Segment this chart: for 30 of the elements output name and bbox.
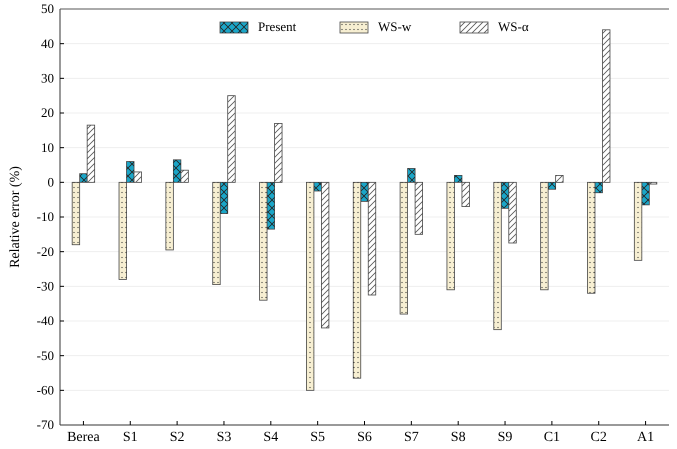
x-tick-label: S3 <box>216 430 232 445</box>
x-tick-label: S4 <box>263 430 278 445</box>
y-tick-label: 0 <box>48 174 54 190</box>
y-tick-label: -60 <box>36 382 54 398</box>
y-tick-label: 50 <box>41 1 54 16</box>
y-tick-label: -10 <box>36 209 54 224</box>
y-tick-label: -50 <box>36 348 54 363</box>
y-tick-label: -30 <box>36 278 54 294</box>
legend-label: Present <box>258 18 297 34</box>
legend-label: WS-w <box>378 18 412 34</box>
x-tick-label: C1 <box>544 430 560 445</box>
x-tick-label: S7 <box>404 430 419 445</box>
legend-label: WS-α <box>498 18 529 34</box>
x-tick-label: C2 <box>590 430 607 445</box>
y-tick-label: -70 <box>36 417 54 432</box>
x-tick-label: S8 <box>450 430 466 445</box>
x-tick-label: Berea <box>67 430 101 445</box>
y-tick-label: 30 <box>41 70 54 86</box>
x-tick-label: S2 <box>170 430 185 445</box>
x-tick-label: S5 <box>310 430 326 445</box>
x-tick-label: S9 <box>498 430 512 445</box>
y-tick-label: 20 <box>41 105 54 120</box>
x-tick-label: A1 <box>637 430 654 445</box>
x-tick-label: S1 <box>122 430 138 445</box>
x-tick-label: S6 <box>357 430 372 445</box>
y-tick-label: -20 <box>36 244 54 259</box>
y-tick-label: -40 <box>36 313 54 328</box>
y-axis-title: Relative error (%) <box>8 166 24 268</box>
y-tick-label: 40 <box>41 36 54 51</box>
y-tick-label: 10 <box>41 140 54 155</box>
